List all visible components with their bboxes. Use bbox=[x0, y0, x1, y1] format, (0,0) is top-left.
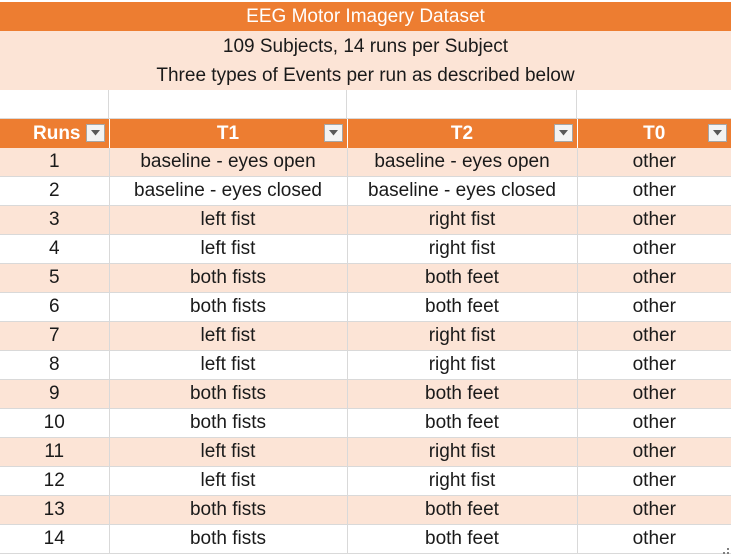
cell-run[interactable]: 8 bbox=[0, 350, 110, 380]
cell-t2[interactable]: baseline - eyes open bbox=[347, 148, 578, 177]
table-row: 1 baseline - eyes open baseline - eyes ope… bbox=[0, 148, 731, 177]
table-row: 12 left fist right fist other bbox=[0, 466, 731, 496]
cell-t2[interactable]: both feet bbox=[347, 263, 578, 293]
cell-t1[interactable]: both fists bbox=[109, 408, 348, 438]
cell-t0[interactable]: other bbox=[577, 205, 731, 235]
cell-run[interactable]: 11 bbox=[0, 437, 110, 467]
empty-row[interactable] bbox=[0, 90, 731, 119]
cell-t0[interactable]: other bbox=[577, 321, 731, 351]
cell-t2[interactable]: right fist bbox=[347, 234, 578, 264]
cell-t0[interactable]: other bbox=[577, 524, 731, 554]
cell-t1[interactable]: baseline - eyes open bbox=[109, 148, 348, 177]
cell-t0[interactable]: other bbox=[577, 408, 731, 438]
cell-run[interactable]: 6 bbox=[0, 292, 110, 322]
cell-t1[interactable]: both fists bbox=[109, 263, 348, 293]
header-runs[interactable]: Runs bbox=[0, 119, 110, 148]
cell-t0[interactable]: other bbox=[577, 234, 731, 264]
filter-dropdown-icon[interactable] bbox=[553, 124, 573, 142]
filter-dropdown-icon[interactable] bbox=[708, 124, 727, 142]
cell-run[interactable]: 5 bbox=[0, 263, 110, 293]
table-row: 13 both fists both feet other bbox=[0, 495, 731, 525]
header-label: Runs bbox=[33, 123, 81, 144]
cell-t1[interactable]: left fist bbox=[109, 234, 348, 264]
cell-t1[interactable]: left fist bbox=[109, 437, 348, 467]
cell-run[interactable]: 1 bbox=[0, 148, 110, 177]
resize-handle-icon[interactable] bbox=[723, 548, 729, 554]
cell-t2[interactable]: both feet bbox=[347, 292, 578, 322]
events-table: Runs T1 T2 bbox=[0, 119, 731, 554]
cell-t2[interactable]: right fist bbox=[347, 437, 578, 467]
header-label: T0 bbox=[643, 123, 666, 144]
grid-line bbox=[108, 90, 109, 119]
cell-t1[interactable]: both fists bbox=[109, 495, 348, 525]
cell-run[interactable]: 4 bbox=[0, 234, 110, 264]
cell-run[interactable]: 2 bbox=[0, 176, 110, 206]
table-row: 4 left fist right fist other bbox=[0, 234, 731, 264]
table-row: 5 both fists both feet other bbox=[0, 263, 731, 293]
table-row: 3 left fist right fist other bbox=[0, 205, 731, 235]
table-row: 10 both fists both feet other bbox=[0, 408, 731, 438]
cell-run[interactable]: 9 bbox=[0, 379, 110, 409]
header-t1[interactable]: T1 bbox=[109, 119, 348, 148]
cell-t0[interactable]: other bbox=[577, 292, 731, 322]
grid-line bbox=[346, 90, 347, 119]
cell-t2[interactable]: both feet bbox=[347, 408, 578, 438]
subtitle-events[interactable]: Three types of Events per run as describ… bbox=[0, 62, 731, 90]
header-t2[interactable]: T2 bbox=[347, 119, 578, 148]
filter-dropdown-icon[interactable] bbox=[323, 124, 343, 142]
cell-t1[interactable]: left fist bbox=[109, 466, 348, 496]
table-row: 7 left fist right fist other bbox=[0, 321, 731, 351]
cell-t2[interactable]: both feet bbox=[347, 495, 578, 525]
cell-run[interactable]: 14 bbox=[0, 524, 110, 554]
cell-t2[interactable]: right fist bbox=[347, 466, 578, 496]
cell-run[interactable]: 13 bbox=[0, 495, 110, 525]
cell-run[interactable]: 3 bbox=[0, 205, 110, 235]
cell-t2[interactable]: right fist bbox=[347, 205, 578, 235]
cell-t0[interactable]: other bbox=[577, 495, 731, 525]
filter-dropdown-icon[interactable] bbox=[85, 124, 105, 142]
cell-t0[interactable]: other bbox=[577, 176, 731, 206]
cell-t0[interactable]: other bbox=[577, 437, 731, 467]
cell-t0[interactable]: other bbox=[577, 148, 731, 177]
cell-t2[interactable]: both feet bbox=[347, 524, 578, 554]
subtitle-subjects[interactable]: 109 Subjects, 14 runs per Subject bbox=[0, 31, 731, 62]
grid-line bbox=[0, 118, 731, 119]
cell-t1[interactable]: baseline - eyes closed bbox=[109, 176, 348, 206]
cell-run[interactable]: 10 bbox=[0, 408, 110, 438]
cell-t1[interactable]: left fist bbox=[109, 205, 348, 235]
table-row: 8 left fist right fist other bbox=[0, 350, 731, 380]
cell-t2[interactable]: right fist bbox=[347, 321, 578, 351]
grid-line bbox=[576, 90, 577, 119]
cell-t2[interactable]: baseline - eyes closed bbox=[347, 176, 578, 206]
cell-t0[interactable]: other bbox=[577, 263, 731, 293]
table-row: 2 baseline - eyes closed baseline - eyes c… bbox=[0, 176, 731, 206]
table-row: 9 both fists both feet other bbox=[0, 379, 731, 409]
table-row: 11 left fist right fist other bbox=[0, 437, 731, 467]
cell-t0[interactable]: other bbox=[577, 466, 731, 496]
cell-run[interactable]: 12 bbox=[0, 466, 110, 496]
dataset-title[interactable]: EEG Motor Imagery Dataset bbox=[0, 2, 731, 31]
cell-run[interactable]: 7 bbox=[0, 321, 110, 351]
cell-t0[interactable]: other bbox=[577, 350, 731, 380]
cell-t1[interactable]: both fists bbox=[109, 524, 348, 554]
cell-t1[interactable]: left fist bbox=[109, 350, 348, 380]
cell-t1[interactable]: both fists bbox=[109, 292, 348, 322]
cell-t2[interactable]: right fist bbox=[347, 350, 578, 380]
table-row: 6 both fists both feet other bbox=[0, 292, 731, 322]
header-t0[interactable]: T0 bbox=[577, 119, 731, 148]
cell-t0[interactable]: other bbox=[577, 379, 731, 409]
header-label: T1 bbox=[216, 123, 240, 144]
cell-t2[interactable]: both feet bbox=[347, 379, 578, 409]
cell-t1[interactable]: both fists bbox=[109, 379, 348, 409]
table-header-row: Runs T1 T2 bbox=[0, 119, 731, 148]
cell-t1[interactable]: left fist bbox=[109, 321, 348, 351]
header-label: T2 bbox=[450, 123, 474, 144]
table-row: 14 both fists both feet other bbox=[0, 524, 731, 554]
